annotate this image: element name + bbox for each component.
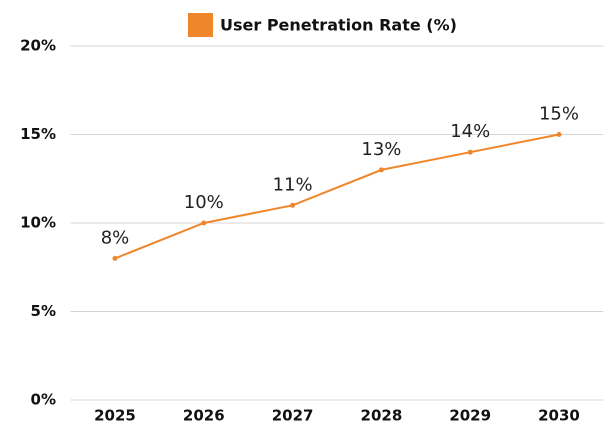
data-point xyxy=(378,167,384,173)
data-point xyxy=(112,255,118,261)
x-tick-label: 2028 xyxy=(361,407,403,425)
series-line xyxy=(114,133,560,260)
data-point xyxy=(290,202,296,208)
legend-label: User Penetration Rate (%) xyxy=(220,16,457,35)
x-tick-label: 2030 xyxy=(538,407,580,425)
legend-swatch xyxy=(188,13,213,37)
data-label: 14% xyxy=(450,121,490,142)
x-tick-label: 2027 xyxy=(272,407,314,425)
x-tick-label: 2029 xyxy=(449,407,491,425)
x-tick-label: 2026 xyxy=(183,407,225,425)
data-point xyxy=(201,220,207,226)
data-label: 11% xyxy=(273,174,313,195)
y-tick-label: 20% xyxy=(20,37,56,55)
data-label: 13% xyxy=(361,139,401,160)
data-point xyxy=(556,132,562,137)
data-label: 15% xyxy=(539,104,579,125)
data-label: 10% xyxy=(184,192,224,213)
x-tick-label: 2025 xyxy=(94,407,136,425)
y-tick-label: 5% xyxy=(31,302,56,320)
y-tick-label: 15% xyxy=(20,125,56,143)
data-point xyxy=(467,149,473,155)
data-label: 8% xyxy=(101,227,130,248)
y-tick-label: 10% xyxy=(20,214,56,232)
y-tick-label: 0% xyxy=(31,391,56,409)
